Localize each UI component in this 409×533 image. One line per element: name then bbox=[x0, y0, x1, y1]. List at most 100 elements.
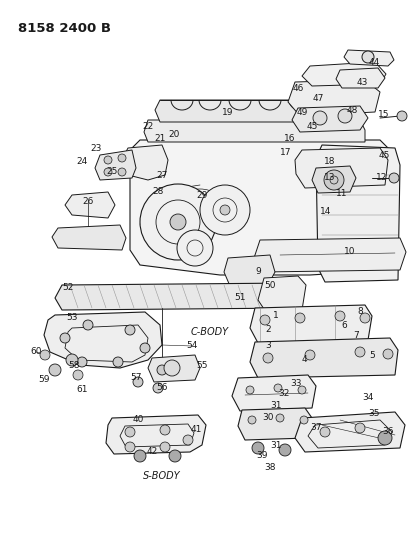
Circle shape bbox=[275, 414, 283, 422]
Polygon shape bbox=[95, 150, 136, 180]
Circle shape bbox=[262, 353, 272, 363]
Circle shape bbox=[200, 185, 249, 235]
Text: 48: 48 bbox=[346, 106, 357, 115]
Text: 41: 41 bbox=[190, 425, 201, 434]
Text: 18: 18 bbox=[324, 157, 335, 166]
Text: 26: 26 bbox=[82, 198, 94, 206]
Polygon shape bbox=[55, 283, 301, 310]
Polygon shape bbox=[249, 305, 371, 343]
Polygon shape bbox=[257, 276, 305, 312]
Text: 36: 36 bbox=[381, 427, 393, 437]
Circle shape bbox=[299, 416, 307, 424]
Text: 8: 8 bbox=[356, 308, 362, 317]
Text: 40: 40 bbox=[132, 416, 143, 424]
Text: 56: 56 bbox=[156, 384, 167, 392]
Text: 55: 55 bbox=[196, 361, 207, 370]
Circle shape bbox=[354, 347, 364, 357]
Circle shape bbox=[278, 444, 290, 456]
Text: 60: 60 bbox=[30, 348, 42, 357]
Text: 7: 7 bbox=[352, 332, 358, 341]
Text: 27: 27 bbox=[156, 172, 167, 181]
Text: 31: 31 bbox=[270, 441, 281, 450]
Circle shape bbox=[388, 173, 398, 183]
Polygon shape bbox=[120, 145, 168, 180]
Circle shape bbox=[139, 343, 150, 353]
Circle shape bbox=[134, 450, 146, 462]
Circle shape bbox=[337, 109, 351, 123]
Text: 24: 24 bbox=[76, 157, 88, 166]
Circle shape bbox=[170, 214, 186, 230]
Text: 15: 15 bbox=[378, 109, 389, 118]
Circle shape bbox=[297, 386, 305, 394]
Text: 31: 31 bbox=[270, 401, 281, 410]
Circle shape bbox=[49, 364, 61, 376]
Text: 38: 38 bbox=[264, 464, 275, 472]
Text: C-BODY: C-BODY bbox=[191, 327, 229, 337]
Polygon shape bbox=[291, 106, 367, 132]
Circle shape bbox=[104, 156, 112, 164]
Text: 53: 53 bbox=[66, 313, 78, 322]
Text: 43: 43 bbox=[355, 77, 367, 86]
Polygon shape bbox=[311, 166, 355, 193]
Circle shape bbox=[118, 154, 126, 162]
Text: S-BODY: S-BODY bbox=[143, 471, 180, 481]
Text: 45: 45 bbox=[378, 150, 389, 159]
Polygon shape bbox=[223, 255, 274, 286]
Text: 20: 20 bbox=[168, 130, 179, 139]
Text: 4: 4 bbox=[301, 356, 306, 365]
Text: 10: 10 bbox=[344, 247, 355, 256]
Polygon shape bbox=[144, 120, 364, 142]
Polygon shape bbox=[335, 68, 384, 88]
Polygon shape bbox=[315, 145, 399, 282]
Text: 17: 17 bbox=[280, 148, 291, 157]
Polygon shape bbox=[237, 408, 311, 440]
Circle shape bbox=[273, 384, 281, 392]
Circle shape bbox=[396, 111, 406, 121]
Text: 50: 50 bbox=[264, 281, 275, 290]
Text: 19: 19 bbox=[222, 108, 233, 117]
Text: 33: 33 bbox=[290, 379, 301, 389]
Text: 47: 47 bbox=[312, 93, 323, 102]
Polygon shape bbox=[155, 100, 344, 122]
Text: 49: 49 bbox=[296, 108, 307, 117]
Circle shape bbox=[118, 168, 126, 176]
Circle shape bbox=[294, 313, 304, 323]
Text: 8158 2400 B: 8158 2400 B bbox=[18, 22, 111, 35]
Text: 42: 42 bbox=[146, 448, 157, 456]
Text: 44: 44 bbox=[367, 58, 379, 67]
Text: 28: 28 bbox=[152, 188, 163, 197]
Text: 9: 9 bbox=[254, 268, 260, 277]
Polygon shape bbox=[231, 375, 315, 411]
Text: 37: 37 bbox=[310, 424, 321, 432]
Text: 14: 14 bbox=[319, 207, 331, 216]
Circle shape bbox=[66, 354, 78, 366]
Text: 59: 59 bbox=[38, 376, 49, 384]
Text: 22: 22 bbox=[142, 122, 153, 131]
Text: 52: 52 bbox=[62, 284, 74, 293]
Circle shape bbox=[359, 313, 369, 323]
Polygon shape bbox=[294, 148, 387, 188]
Circle shape bbox=[164, 360, 180, 376]
Circle shape bbox=[160, 442, 170, 452]
Text: 58: 58 bbox=[68, 361, 80, 370]
Polygon shape bbox=[294, 412, 404, 452]
Text: 61: 61 bbox=[76, 385, 88, 394]
Circle shape bbox=[169, 450, 180, 462]
Circle shape bbox=[77, 357, 87, 367]
Circle shape bbox=[220, 205, 229, 215]
Circle shape bbox=[177, 230, 213, 266]
Text: 23: 23 bbox=[90, 143, 101, 152]
Circle shape bbox=[113, 357, 123, 367]
Circle shape bbox=[245, 386, 254, 394]
Circle shape bbox=[125, 442, 135, 452]
Polygon shape bbox=[249, 338, 397, 378]
Text: 11: 11 bbox=[335, 190, 347, 198]
Polygon shape bbox=[130, 140, 389, 275]
Circle shape bbox=[354, 423, 364, 433]
Polygon shape bbox=[301, 62, 385, 86]
Text: 25: 25 bbox=[106, 167, 117, 176]
Text: 29: 29 bbox=[196, 191, 207, 200]
Text: 21: 21 bbox=[154, 133, 165, 142]
Circle shape bbox=[160, 425, 170, 435]
Text: 2: 2 bbox=[265, 326, 270, 335]
